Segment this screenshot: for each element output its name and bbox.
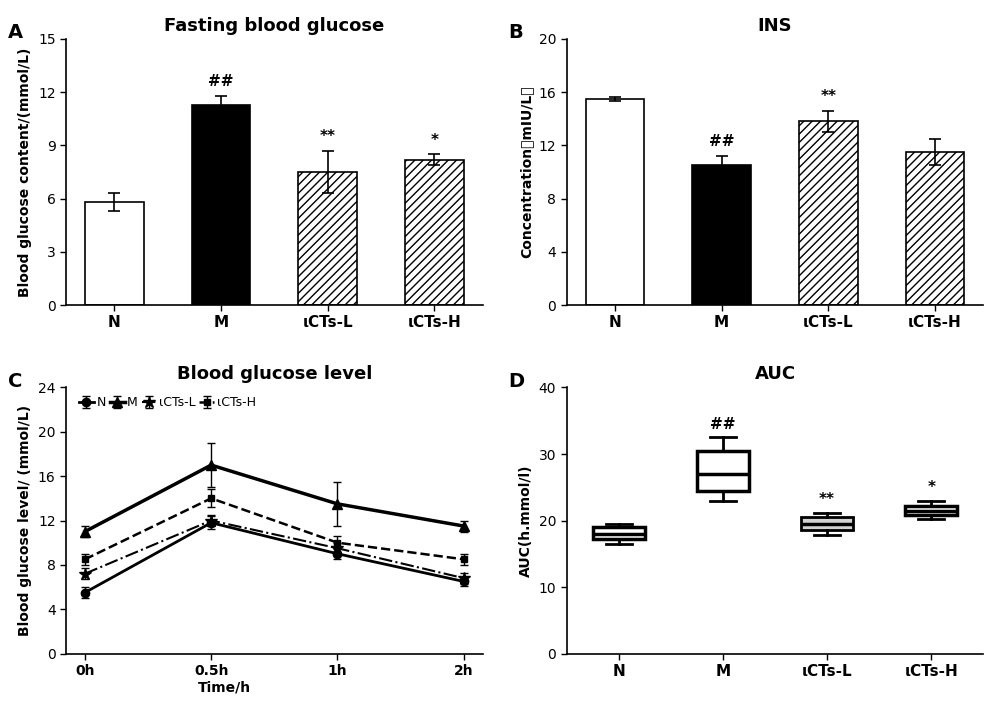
Text: **: ** bbox=[320, 129, 336, 144]
Text: A: A bbox=[8, 23, 23, 42]
Bar bbox=[298, 172, 357, 305]
Bar bbox=[85, 202, 144, 305]
Bar bbox=[405, 160, 464, 305]
Y-axis label: Blood glucose content/(mmol/L): Blood glucose content/(mmol/L) bbox=[18, 48, 32, 296]
Text: *: * bbox=[927, 480, 935, 495]
Text: B: B bbox=[508, 23, 523, 42]
Text: C: C bbox=[8, 372, 22, 391]
Title: INS: INS bbox=[758, 17, 792, 35]
Y-axis label: AUC(h.mmol/l): AUC(h.mmol/l) bbox=[519, 464, 533, 576]
Bar bbox=[692, 165, 751, 305]
Text: ##: ## bbox=[208, 74, 234, 89]
Bar bbox=[906, 152, 964, 305]
X-axis label: Time/h: Time/h bbox=[198, 680, 251, 694]
Title: Fasting blood glucose: Fasting blood glucose bbox=[164, 17, 384, 35]
Text: *: * bbox=[430, 133, 438, 147]
PathPatch shape bbox=[801, 517, 853, 530]
Text: **: ** bbox=[819, 492, 835, 507]
Legend: N, M, ιCTs-L, ιCTs-H: N, M, ιCTs-L, ιCTs-H bbox=[76, 393, 258, 412]
Bar bbox=[586, 99, 644, 305]
PathPatch shape bbox=[697, 451, 749, 491]
PathPatch shape bbox=[905, 506, 957, 515]
Y-axis label: Concentration（mIU/L）: Concentration（mIU/L） bbox=[519, 86, 533, 258]
PathPatch shape bbox=[593, 527, 645, 539]
Y-axis label: Blood glucose level/ (mmol/L): Blood glucose level/ (mmol/L) bbox=[18, 405, 32, 636]
Text: D: D bbox=[508, 372, 524, 391]
Text: ##: ## bbox=[710, 417, 736, 432]
Text: **: ** bbox=[820, 89, 836, 104]
Text: ##: ## bbox=[709, 135, 734, 150]
Title: Blood glucose level: Blood glucose level bbox=[177, 365, 372, 383]
Title: AUC: AUC bbox=[754, 365, 796, 383]
Bar bbox=[799, 121, 858, 305]
Bar bbox=[192, 105, 250, 305]
